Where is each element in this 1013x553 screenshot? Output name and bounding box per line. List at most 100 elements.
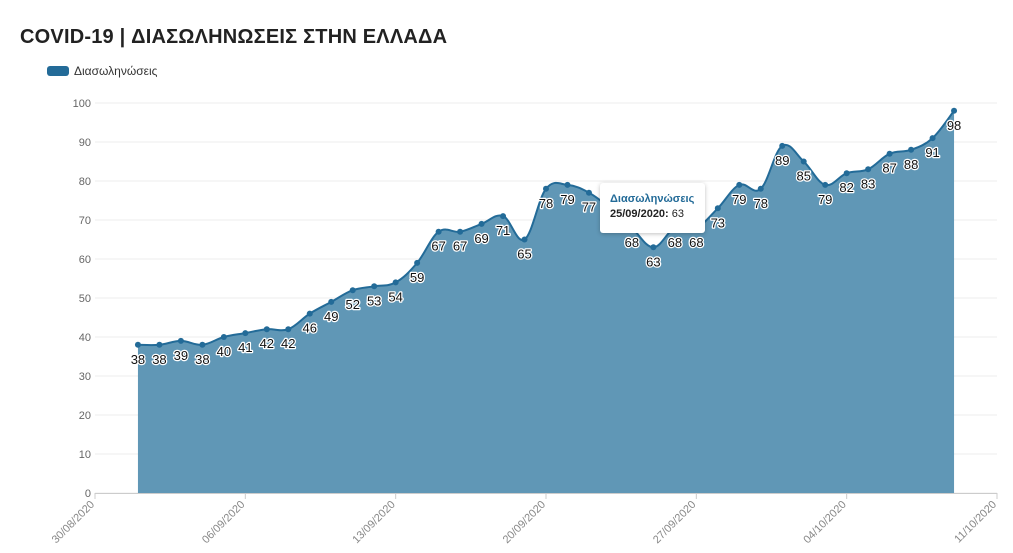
data-point[interactable] — [220, 334, 227, 340]
data-label: 46 — [303, 321, 317, 336]
data-label: 49 — [324, 309, 338, 324]
data-point[interactable] — [371, 283, 378, 290]
legend-swatch — [47, 66, 69, 76]
data-label: 73 — [711, 215, 725, 230]
data-label: 38 — [195, 352, 209, 367]
data-label: 79 — [732, 192, 746, 207]
data-label: 83 — [861, 176, 875, 191]
data-label: 53 — [367, 293, 381, 308]
y-tick-label: 20 — [79, 410, 91, 422]
data-point[interactable] — [865, 166, 872, 173]
data-point[interactable] — [951, 107, 958, 114]
data-point[interactable] — [543, 185, 549, 192]
data-label: 71 — [496, 223, 510, 238]
y-tick-label: 40 — [79, 332, 91, 344]
tooltip-date: 25/09/2020: — [610, 208, 669, 220]
data-point[interactable] — [500, 213, 507, 220]
data-point[interactable] — [263, 326, 270, 333]
data-label: 68 — [668, 235, 682, 250]
data-point[interactable] — [457, 228, 464, 235]
data-point[interactable] — [306, 310, 313, 317]
data-point[interactable] — [929, 135, 936, 142]
data-label: 91 — [925, 145, 939, 160]
y-tick-label: 80 — [79, 176, 91, 188]
data-point[interactable] — [886, 150, 893, 157]
data-label: 89 — [775, 153, 789, 168]
data-label: 42 — [260, 336, 274, 351]
y-tick-label: 30 — [79, 371, 91, 383]
tooltip: Διασωληνώσεις 25/09/2020: 63 — [600, 183, 705, 233]
data-label: 87 — [882, 161, 896, 176]
data-label: 77 — [582, 200, 596, 215]
data-label: 54 — [388, 289, 402, 304]
data-point[interactable] — [908, 146, 915, 153]
data-point[interactable] — [392, 279, 399, 286]
y-tick-label: 50 — [79, 293, 91, 305]
data-point[interactable] — [585, 189, 592, 196]
data-point[interactable] — [822, 181, 829, 188]
data-label: 52 — [345, 297, 359, 312]
data-label: 38 — [131, 352, 145, 367]
data-labels: 38 38 39 38 40 41 42 42 46 49 52 53 54 59 67 67 69 71 65 78… — [129, 117, 962, 368]
x-tick-label: 20/09/2020 — [501, 499, 548, 546]
legend[interactable]: Διασωληνώσεις — [47, 64, 157, 78]
data-label: 67 — [453, 239, 467, 254]
data-point[interactable] — [328, 298, 335, 305]
data-point[interactable] — [177, 337, 184, 344]
data-label: 38 — [152, 352, 166, 367]
data-point[interactable] — [478, 220, 485, 227]
data-point[interactable] — [156, 341, 163, 348]
legend-label: Διασωληνώσεις — [74, 64, 158, 78]
chart-title: COVID-19 | ΔΙΑΣΩΛΗΝΩΣΕΙΣ ΣΤΗΝ ΕΛΛΑΔΑ — [20, 26, 448, 48]
data-point[interactable] — [779, 142, 786, 149]
series-area-layer — [137, 110, 955, 494]
data-point[interactable] — [199, 341, 206, 348]
data-label: 63 — [646, 254, 660, 269]
data-point[interactable] — [736, 181, 743, 188]
data-point[interactable] — [714, 205, 721, 212]
data-label: 68 — [625, 235, 639, 250]
data-point[interactable] — [843, 170, 850, 177]
data-label: 40 — [217, 344, 231, 359]
data-point[interactable] — [650, 244, 657, 251]
data-point[interactable] — [564, 181, 571, 188]
x-tick-label: 30/08/2020 — [50, 499, 97, 546]
data-label: 78 — [539, 196, 553, 211]
data-point[interactable] — [242, 330, 249, 337]
data-point[interactable] — [800, 158, 807, 165]
y-tick-label: 60 — [79, 254, 91, 266]
tooltip-value: 63 — [671, 208, 685, 220]
data-point[interactable] — [435, 228, 442, 235]
data-point[interactable] — [757, 185, 764, 192]
y-tick-label: 70 — [79, 215, 91, 227]
data-label: 69 — [474, 231, 488, 246]
data-label: 59 — [410, 270, 424, 285]
data-label: 39 — [174, 348, 188, 363]
data-label: 98 — [947, 118, 961, 133]
tooltip-series: Διασωληνώσεις — [610, 193, 695, 205]
data-label: 85 — [796, 169, 810, 184]
y-tick-label: 0 — [85, 488, 91, 500]
data-label: 68 — [689, 235, 703, 250]
x-tick-label: 04/10/2020 — [801, 499, 848, 546]
y-tick-label: 10 — [79, 449, 91, 461]
data-point[interactable] — [285, 326, 292, 333]
data-label: 42 — [281, 336, 295, 351]
data-label: 67 — [431, 239, 445, 254]
data-point[interactable] — [521, 236, 528, 243]
y-tick-label: 100 — [73, 98, 91, 110]
data-label: 79 — [818, 192, 832, 207]
x-tick-label: 13/09/2020 — [350, 499, 397, 546]
data-point[interactable] — [134, 341, 141, 348]
data-label: 78 — [754, 196, 768, 211]
data-label: 41 — [238, 340, 252, 355]
data-label: 88 — [904, 157, 918, 172]
data-label: 82 — [839, 180, 853, 195]
data-point[interactable] — [414, 259, 421, 266]
data-point[interactable] — [349, 287, 356, 294]
y-tick-label: 90 — [79, 137, 91, 149]
x-tick-label: 11/10/2020 — [952, 499, 999, 546]
data-label: 65 — [517, 247, 531, 262]
data-label: 79 — [560, 192, 574, 207]
